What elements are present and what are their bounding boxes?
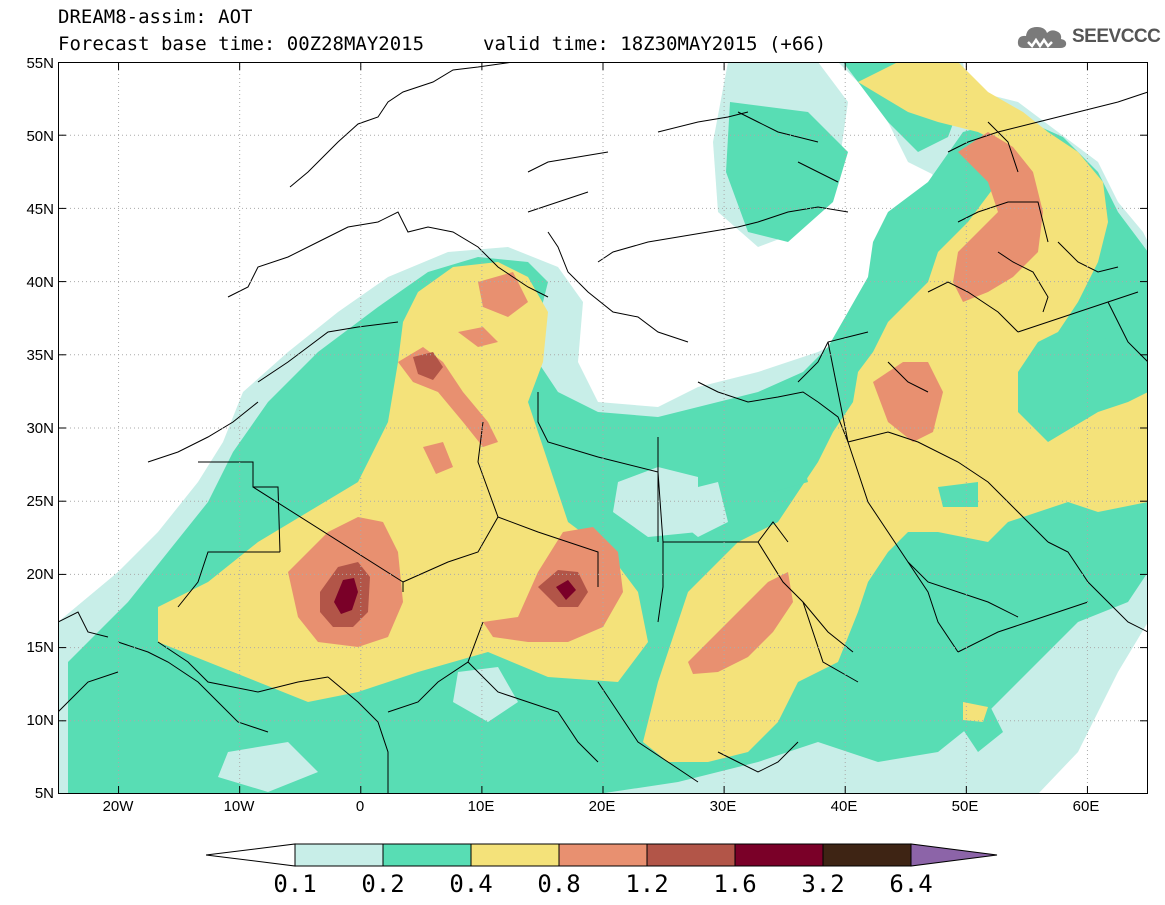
- lat-label-30n: 30N: [26, 420, 54, 437]
- colorbar-bin-1.6-3.2: [734, 843, 824, 867]
- lon-label-10w: 10W: [223, 798, 255, 815]
- lon-label-0: 0: [355, 798, 365, 815]
- colorbar-bin-0.1-0.2: [294, 843, 384, 867]
- lat-label-35n: 35N: [26, 347, 54, 364]
- map-title: DREAM8-assim: AOT: [58, 6, 253, 28]
- colorbar-label-0.8: 0.8: [537, 870, 581, 898]
- colorbar-label-1.2: 1.2: [625, 870, 669, 898]
- lon-label-20w: 20W: [102, 798, 134, 815]
- colorbar-label-6.4: 6.4: [889, 870, 933, 898]
- cloud-icon: [1017, 27, 1067, 49]
- lat-label-45n: 45N: [26, 201, 54, 218]
- axis-ticks: [58, 62, 1148, 794]
- colorbar-bin-0.2-0.4: [382, 843, 472, 867]
- lat-label-10n: 10N: [26, 712, 54, 729]
- seevccc-logo: SEEVCCC: [1016, 22, 1161, 52]
- colorbar-bin-1.2-1.6: [646, 843, 736, 867]
- lon-label-60e: 60E: [1072, 798, 1100, 815]
- valid-time: valid time: 18Z30MAY2015 (+66): [483, 33, 827, 55]
- colorbar-label-1.6: 1.6: [713, 870, 757, 898]
- lon-label-30e: 30E: [709, 798, 737, 815]
- lat-label-5n: 5N: [34, 785, 54, 802]
- logo-text: SEEVCCC: [1072, 26, 1161, 47]
- lat-label-50n: 50N: [26, 128, 54, 145]
- colorbar-label-0.1: 0.1: [273, 870, 317, 898]
- aot-map: [58, 62, 1148, 794]
- lat-label-40n: 40N: [26, 274, 54, 291]
- colorbar-bin-0.8-1.2: [558, 843, 648, 867]
- colorbar-label-0.2: 0.2: [361, 870, 405, 898]
- lon-label-40e: 40E: [830, 798, 858, 815]
- lon-label-10e: 10E: [467, 798, 495, 815]
- aot-colorbar: [206, 843, 998, 867]
- country-borders: [58, 62, 1148, 794]
- colorbar-bin-0.4-0.8: [470, 843, 560, 867]
- base-time: Forecast base time: 00Z28MAY2015: [58, 33, 425, 55]
- lat-label-15n: 15N: [26, 639, 54, 656]
- colorbar-over-triangle: [910, 843, 998, 867]
- colorbar-bin-3.2-6.4: [822, 843, 912, 867]
- aot-level-16: [334, 578, 576, 614]
- lat-label-25n: 25N: [26, 493, 54, 510]
- lon-label-20e: 20E: [588, 798, 616, 815]
- colorbar-under-triangle: [206, 843, 296, 867]
- lat-lon-grid: [58, 62, 1148, 794]
- lon-label-50e: 50E: [951, 798, 979, 815]
- colorbar-label-3.2: 3.2: [801, 870, 845, 898]
- colorbar-label-0.4: 0.4: [449, 870, 493, 898]
- forecast-times: Forecast base time: 00Z28MAY2015 valid ti…: [58, 33, 826, 55]
- lat-label-55n: 55N: [26, 55, 54, 72]
- lat-label-20n: 20N: [26, 566, 54, 583]
